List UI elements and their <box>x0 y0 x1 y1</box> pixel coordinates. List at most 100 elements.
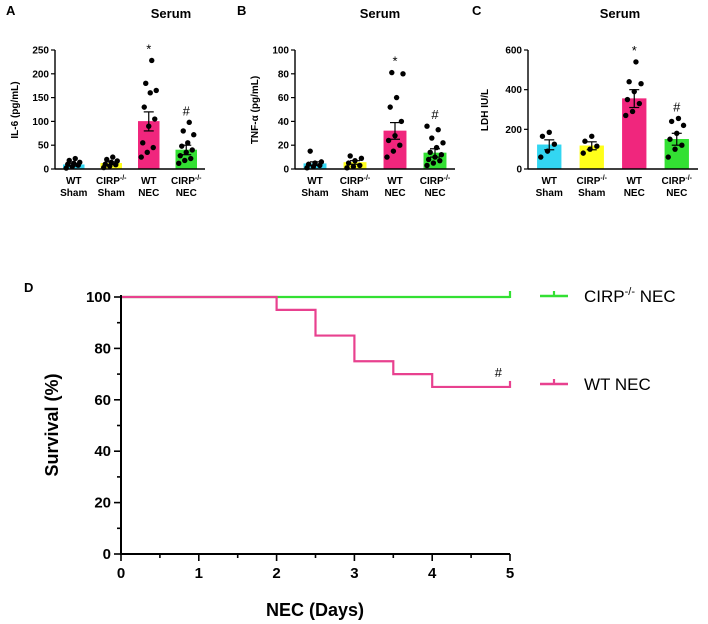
panel-a-data-point <box>185 140 191 146</box>
panel-b-y-tick-label: 40 <box>278 117 290 128</box>
panel-a-data-point <box>176 160 182 166</box>
panel-d-significance-marker: # <box>495 365 503 380</box>
panel-a-data-point <box>188 155 194 162</box>
panel-b-data-point <box>430 160 437 166</box>
panel-a-data-point <box>141 104 147 110</box>
panel-b-data-point <box>384 154 390 160</box>
panel-b-data-point <box>433 144 440 151</box>
panel-b-category-label: NEC <box>384 188 405 199</box>
panel-b-data-point <box>358 155 365 161</box>
panel-b-data-point <box>427 149 433 156</box>
panel-c-category-label: Sham <box>536 188 563 199</box>
panel-c-category-label: NEC <box>624 188 645 199</box>
panel-a-data-point <box>180 128 186 134</box>
panel-c: C Serum LDH IU/L 0200400600WTShamCIRP-/-… <box>472 3 698 199</box>
panel-a-data-point <box>179 143 185 149</box>
panel-c-data-point <box>580 150 586 156</box>
panel-c-data-point <box>546 129 552 136</box>
panel-c-data-point <box>624 96 631 103</box>
panel-d-y-tick-label: 100 <box>86 289 111 306</box>
panel-d-x-tick-label: 4 <box>428 565 437 582</box>
panel-c-category-label: WT <box>541 176 557 187</box>
panel-c-data-point <box>665 154 671 160</box>
panel-a-data-point <box>186 119 192 126</box>
panel-b: B Serum TNF-α (pg/mL) 020406080100WTSham… <box>237 3 455 199</box>
panel-b-category-label: CIRP-/- <box>420 175 451 187</box>
panel-c-data-point <box>551 141 558 147</box>
panel-a-category-label: NEC <box>138 188 159 199</box>
panel-c-y-tick-label: 400 <box>505 85 522 96</box>
panel-d-x-tick-label: 3 <box>350 565 358 582</box>
panel-a-y-tick-label: 250 <box>32 46 49 57</box>
panel-b-data-point <box>318 159 325 165</box>
panel-b-data-point <box>347 153 353 159</box>
panel-a-data-point <box>108 159 114 166</box>
panel-a-category-label: WT <box>141 176 157 187</box>
panel-b-data-point <box>398 118 405 125</box>
panel-c-data-point <box>638 81 644 87</box>
panel-b-significance-marker: # <box>431 107 439 122</box>
panel-c-title: Serum <box>600 6 640 21</box>
panel-b-y-tick-label: 60 <box>278 93 290 104</box>
panel-a-data-point <box>146 123 152 129</box>
panel-c-category-label: CIRP-/- <box>661 175 692 187</box>
panel-c-y-tick-label: 600 <box>505 46 522 57</box>
panel-c-data-point <box>672 146 678 152</box>
panel-a-y-tick-label: 0 <box>43 165 49 176</box>
panel-d-x-tick-label: 1 <box>195 565 203 582</box>
panel-c-data-point <box>633 59 639 65</box>
panel-b-data-point <box>425 156 432 163</box>
panel-b-significance-marker: * <box>392 54 397 69</box>
panel-c-data-point <box>594 143 600 149</box>
panel-b-data-point <box>392 132 398 139</box>
panel-b-data-point <box>385 137 392 144</box>
panel-c-data-point <box>636 100 643 107</box>
panel-c-significance-marker: * <box>632 43 637 58</box>
panel-a-y-tick-label: 100 <box>32 117 49 128</box>
panel-b-category-label: NEC <box>424 188 445 199</box>
legend-label: WT NEC <box>584 375 651 394</box>
panel-b-data-point <box>429 135 435 141</box>
panel-c-data-point <box>631 88 637 95</box>
panel-b-category-label: Sham <box>301 188 328 199</box>
panel-b-category-label: CIRP-/- <box>340 175 371 187</box>
survival-line-wt-nec <box>121 295 510 389</box>
panel-d-x-tick-label: 5 <box>506 565 514 582</box>
panel-b-category-label: WT <box>387 176 403 187</box>
panel-b-data-point <box>393 94 400 101</box>
panel-d-x-tick-label: 2 <box>272 565 280 582</box>
panel-a-data-point <box>191 132 197 138</box>
panel-c-data-point <box>667 136 673 142</box>
panel-a-data-point <box>182 157 188 164</box>
panel-b-data-point <box>424 162 430 169</box>
panel-d-x-tick-label: 0 <box>117 565 125 582</box>
panel-c-data-point <box>680 122 687 129</box>
panel-a-category-label: CIRP-/- <box>96 175 127 187</box>
panel-b-y-axis-label: TNF-α (pg/mL) <box>250 76 261 144</box>
panel-label-d: D <box>24 280 33 295</box>
panel-a-data-point <box>110 154 116 160</box>
panel-a-category-label: Sham <box>60 188 87 199</box>
panel-c-y-axis-label: LDH IU/L <box>480 89 491 131</box>
panel-b-data-point <box>440 140 446 146</box>
panel-a-data-point <box>152 116 158 122</box>
panel-a-y-tick-label: 50 <box>38 141 50 152</box>
panel-b-data-point <box>432 154 438 160</box>
legend-label: CIRP-/- NEC <box>584 286 676 306</box>
panel-d-y-tick-label: 60 <box>94 392 111 409</box>
panel-a-data-point <box>71 160 77 166</box>
panel-a-y-tick-label: 150 <box>32 93 49 104</box>
panel-b-data-point <box>400 71 406 77</box>
panel-b-data-point <box>438 152 445 158</box>
panel-a-data-point <box>143 80 149 87</box>
panel-b-data-point <box>350 163 357 170</box>
panel-c-category-label: CIRP-/- <box>576 175 607 187</box>
panel-b-data-point <box>352 157 358 164</box>
panel-b-data-point <box>307 148 313 154</box>
panel-a-significance-marker: # <box>183 103 191 118</box>
panel-d: D Survival (%) NEC (Days) 0 20 40 60 80 100 0 1… <box>24 280 676 620</box>
panel-a-significance-marker: * <box>146 41 151 56</box>
panel-c-data-point <box>674 130 680 136</box>
panel-a-title: Serum <box>151 6 191 21</box>
panel-b-y-tick-label: 0 <box>283 165 289 176</box>
